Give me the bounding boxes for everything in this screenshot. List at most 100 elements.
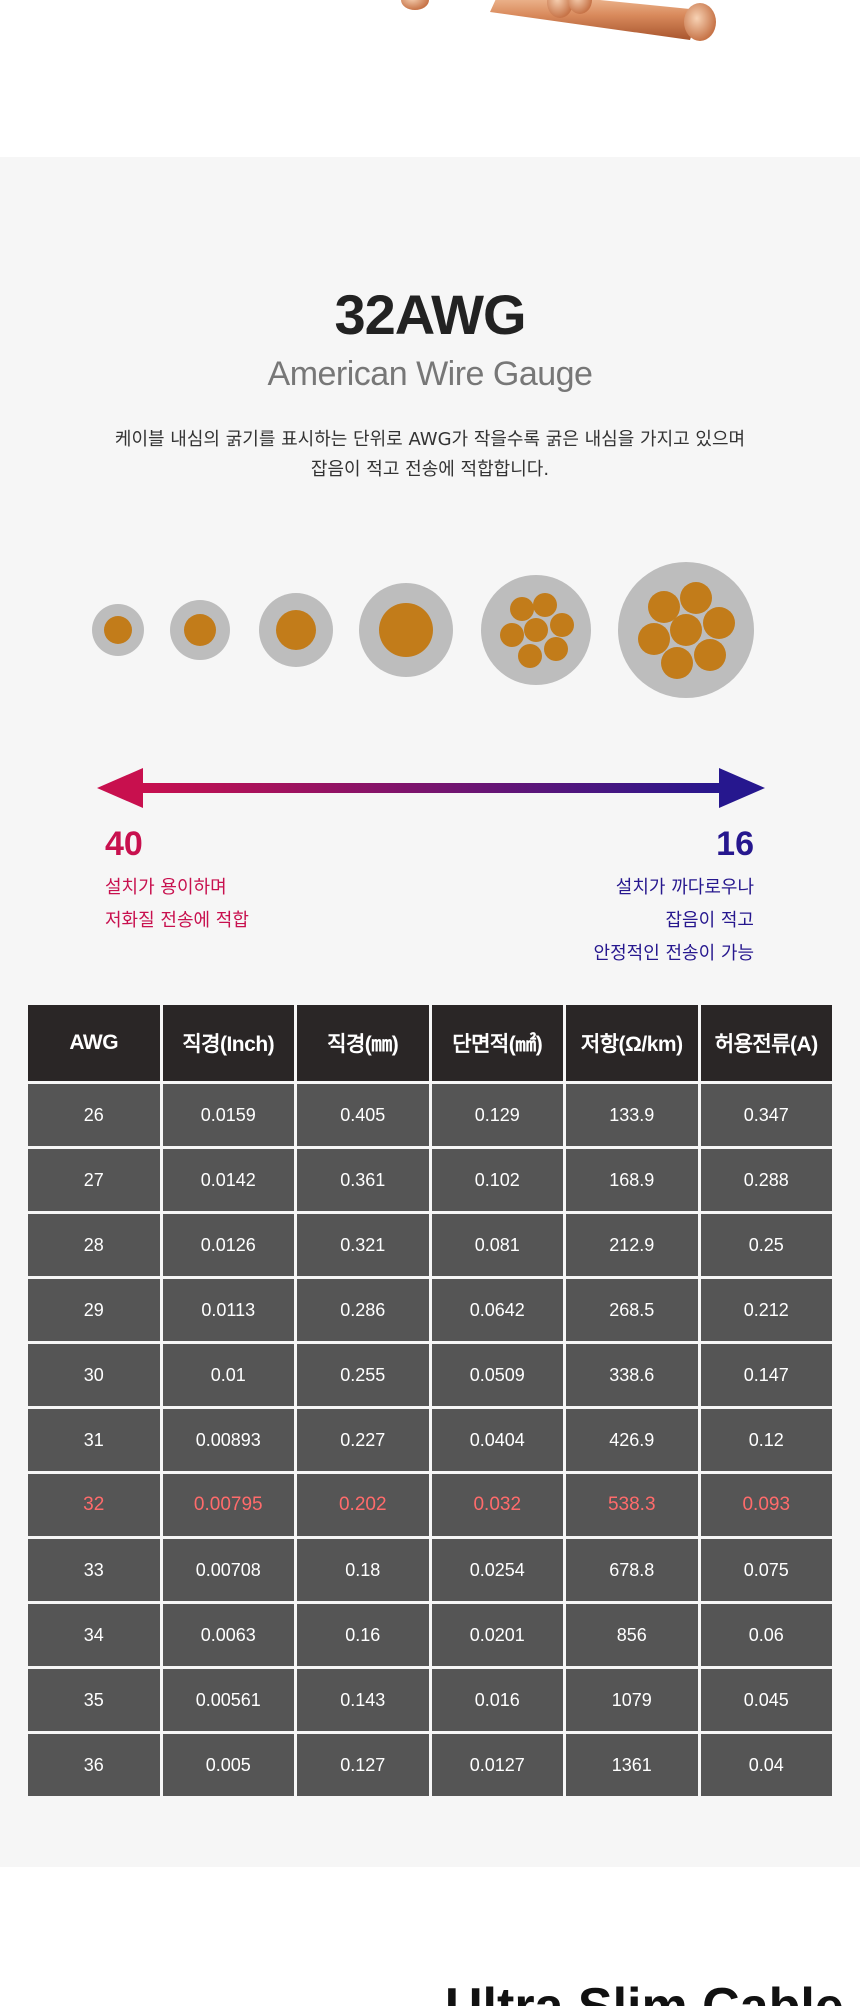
table-cell: 0.127 <box>297 1734 429 1796</box>
next-section-title: Ultra Slim Cable <box>445 1977 844 2006</box>
table-cell: 0.212 <box>700 1279 832 1341</box>
table-cell: 29 <box>28 1279 160 1341</box>
table-cell: 0.321 <box>297 1214 429 1276</box>
table-cell: 0.0126 <box>162 1214 294 1276</box>
table-cell: 0.347 <box>700 1084 832 1146</box>
table-cell: 35 <box>28 1669 160 1731</box>
table-cell: 31 <box>28 1409 160 1471</box>
table-cell: 678.8 <box>566 1539 698 1601</box>
table-row: 29 0.0113 0.286 0.0642 268.5 0.212 <box>28 1279 832 1341</box>
table-cell: 0.0509 <box>431 1344 563 1406</box>
section-title: 32AWG <box>334 283 526 346</box>
section-subtitle: American Wire Gauge <box>267 355 593 393</box>
table-cell: 0.0254 <box>431 1539 563 1601</box>
gauge-circle-2 <box>170 600 230 660</box>
table-cell: 268.5 <box>566 1279 698 1341</box>
gauge-circle-5-stranded <box>481 575 591 685</box>
table-cell: 30 <box>28 1344 160 1406</box>
table-cell: 168.9 <box>566 1149 698 1211</box>
gauge-circle-3 <box>259 593 333 667</box>
table-cell: 0.102 <box>431 1149 563 1211</box>
table-cell: 0.288 <box>700 1149 832 1211</box>
table-cell: 0.25 <box>700 1214 832 1276</box>
table-row: 27 0.0142 0.361 0.102 168.9 0.288 <box>28 1149 832 1211</box>
header-resistance: 저항(Ω/km) <box>566 1005 698 1081</box>
table-cell: 0.081 <box>431 1214 563 1276</box>
table-cell: 0.005 <box>162 1734 294 1796</box>
table-cell: 0.255 <box>297 1344 429 1406</box>
scale-max-note: 설치가 까다로우나 잡음이 적고 안정적인 전송이 가능 <box>594 871 754 970</box>
table-cell: 26 <box>28 1084 160 1146</box>
copper-wire-illustration <box>401 0 716 41</box>
table-cell: 0.04 <box>700 1734 832 1796</box>
table-cell: 0.06 <box>700 1604 832 1666</box>
table-cell: 1361 <box>566 1734 698 1796</box>
scale-max-note-line-1: 설치가 까다로우나 <box>615 877 754 898</box>
table-cell: 0.18 <box>297 1539 429 1601</box>
table-row: 31 0.00893 0.227 0.0404 426.9 0.12 <box>28 1409 832 1471</box>
table-row: 36 0.005 0.127 0.0127 1361 0.04 <box>28 1734 832 1796</box>
description-line-2: 잡음이 적고 전송에 적합합니다. <box>310 459 550 480</box>
table-cell: 338.6 <box>566 1344 698 1406</box>
scale-max-label: 16 <box>716 825 754 863</box>
table-cell: 0.00708 <box>162 1539 294 1601</box>
table-cell: 212.9 <box>566 1214 698 1276</box>
table-cell: 0.0404 <box>431 1409 563 1471</box>
table-cell: 0.0063 <box>162 1604 294 1666</box>
header-cross-section: 단면적(㎟) <box>431 1005 563 1081</box>
scale-arrow <box>97 768 765 808</box>
header-allowable-current: 허용전류(A) <box>700 1005 832 1081</box>
description-line-1: 케이블 내심의 굵기를 표시하는 단위로 AWG가 작을수록 굵은 내심을 가지… <box>114 429 746 450</box>
table-cell: 0.075 <box>700 1539 832 1601</box>
table-cell: 1079 <box>566 1669 698 1731</box>
table-cell: 36 <box>28 1734 160 1796</box>
table-cell: 0.0642 <box>431 1279 563 1341</box>
table-row: 26 0.0159 0.405 0.129 133.9 0.347 <box>28 1084 832 1146</box>
scale-min-label: 40 <box>105 825 143 863</box>
table-body: 26 0.0159 0.405 0.129 133.9 0.347 27 0.0142 0.36… <box>28 1084 832 1796</box>
header-awg: AWG <box>28 1005 160 1081</box>
table-cell: 0.00893 <box>162 1409 294 1471</box>
table-cell: 0.361 <box>297 1149 429 1211</box>
table-cell: 33 <box>28 1539 160 1601</box>
table-row: 28 0.0126 0.321 0.081 212.9 0.25 <box>28 1214 832 1276</box>
scale-min-note: 설치가 용이하며 저화질 전송에 적합 <box>105 871 249 937</box>
table-row: 32 0.00795 0.202 0.032 538.3 0.093 <box>28 1474 832 1536</box>
table-cell: 28 <box>28 1214 160 1276</box>
table-header-row: AWG 직경(Inch) 직경(㎜) 단면적(㎟) 저항(Ω/km) 허용전류(… <box>28 1005 832 1081</box>
table-cell: 34 <box>28 1604 160 1666</box>
scale-min-note-line-2: 저화질 전송에 적합 <box>105 910 249 931</box>
table-cell: 0.0113 <box>162 1279 294 1341</box>
section-description: 케이블 내심의 굵기를 표시하는 단위로 AWG가 작을수록 굵은 내심을 가지… <box>0 425 860 485</box>
table-cell: 0.01 <box>162 1344 294 1406</box>
header-diameter-inch: 직경(Inch) <box>162 1005 294 1081</box>
gauge-circle-4 <box>359 583 453 677</box>
table-row: 34 0.0063 0.16 0.0201 856 0.06 <box>28 1604 832 1666</box>
table-cell: 0.227 <box>297 1409 429 1471</box>
scale-min-note-line-1: 설치가 용이하며 <box>105 877 227 898</box>
header-diameter-mm: 직경(㎜) <box>297 1005 429 1081</box>
gauge-circle-6-stranded <box>618 562 754 698</box>
scale-max-note-line-2: 잡음이 적고 <box>665 910 754 931</box>
table-cell: 27 <box>28 1149 160 1211</box>
table-cell: 0.147 <box>700 1344 832 1406</box>
table-cell: 0.00795 <box>162 1474 294 1536</box>
table-cell: 0.032 <box>431 1474 563 1536</box>
copper-wire-image <box>0 0 860 157</box>
table-cell: 0.0159 <box>162 1084 294 1146</box>
table-cell: 0.016 <box>431 1669 563 1731</box>
table-cell: 426.9 <box>566 1409 698 1471</box>
table-cell: 856 <box>566 1604 698 1666</box>
table-cell: 0.405 <box>297 1084 429 1146</box>
table-cell: 0.00561 <box>162 1669 294 1731</box>
table-cell: 133.9 <box>566 1084 698 1146</box>
awg-info-section: 32AWG American Wire Gauge 케이블 내심의 굵기를 표시… <box>0 157 860 1867</box>
table-cell: 538.3 <box>566 1474 698 1536</box>
table-cell: 32 <box>28 1474 160 1536</box>
table-row: 35 0.00561 0.143 0.016 1079 0.045 <box>28 1669 832 1731</box>
scale-max-note-line-3: 안정적인 전송이 가능 <box>593 943 754 964</box>
table-cell: 0.129 <box>431 1084 563 1146</box>
awg-spec-table: AWG 직경(Inch) 직경(㎜) 단면적(㎟) 저항(Ω/km) 허용전류(… <box>25 1002 835 1799</box>
table-cell: 0.0127 <box>431 1734 563 1796</box>
next-section: Ultra Slim Cable <box>0 1867 860 2006</box>
